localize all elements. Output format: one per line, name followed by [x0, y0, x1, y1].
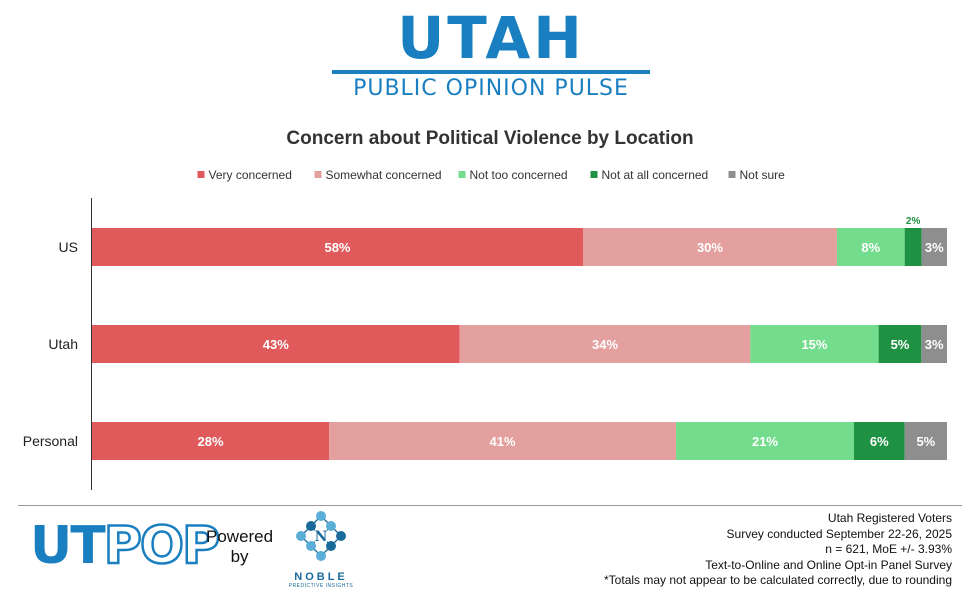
logo-pop: POP — [102, 516, 221, 576]
legend-swatch-not-too-concerned — [458, 171, 466, 178]
legend-swatch-not-at-all-concerned — [590, 171, 598, 178]
bar-personal-not-at-all-concerned — [853, 422, 905, 460]
noble-network-icon: N — [296, 511, 346, 561]
legend-label-not-at-all-concerned: Not at all concerned — [602, 168, 709, 182]
noble-logo: N NOBLE PREDICTIVE INSIGHTS — [284, 508, 358, 590]
data-label-utah-not-sure: 3% — [925, 337, 944, 352]
data-label-us-not-too-concerned: 8% — [861, 240, 880, 255]
data-label-utah-very-concerned: 43% — [263, 337, 289, 352]
logo-ut: UT — [30, 516, 106, 576]
brand-divider — [332, 70, 650, 74]
legend-label-not-sure: Not sure — [740, 168, 786, 182]
legend-label-somewhat-concerned: Somewhat concerned — [326, 168, 442, 182]
legend-label-very-concerned: Very concerned — [209, 168, 292, 182]
category-label-personal: Personal — [23, 433, 78, 449]
category-label-utah: Utah — [48, 336, 78, 352]
data-label-utah-not-too-concerned: 15% — [801, 337, 827, 352]
data-label-personal-not-too-concerned: 21% — [752, 434, 778, 449]
note-line: Survey conducted September 22-26, 2025 — [726, 526, 952, 541]
legend-swatch-somewhat-concerned — [314, 171, 322, 178]
bar-us-not-at-all-concerned — [904, 228, 922, 266]
data-label-personal-very-concerned: 28% — [197, 434, 223, 449]
bar-personal-not-sure — [904, 422, 947, 460]
legend-swatch-very-concerned — [197, 171, 205, 178]
footer-divider — [18, 505, 962, 506]
data-label-us-not-sure: 3% — [925, 240, 944, 255]
category-label-us: US — [59, 239, 78, 255]
chart-title: Concern about Political Violence by Loca… — [286, 128, 694, 149]
legend-swatch-not-sure — [728, 171, 736, 178]
brand-subtitle: PUBLIC OPINION PULSE — [353, 76, 629, 101]
data-label-utah-somewhat-concerned: 34% — [592, 337, 618, 352]
note-line: Text-to-Online and Online Opt-in Panel S… — [705, 557, 952, 572]
note-line: *Totals may not appear to be calculated … — [604, 573, 952, 587]
partner-subtitle: PREDICTIVE INSIGHTS — [288, 583, 354, 589]
utah-pulse-logo: UTAH PUBLIC OPINION PULSE — [330, 8, 652, 104]
legend-label-not-too-concerned: Not too concerned — [470, 168, 568, 182]
data-label-personal-not-at-all-concerned: 6% — [870, 434, 889, 449]
powered-line-2: by — [230, 547, 249, 566]
data-label-personal-not-sure: 5% — [916, 434, 935, 449]
bar-utah-somewhat-concerned — [459, 325, 751, 363]
bar-utah-very-concerned — [92, 325, 460, 363]
stacked-bar-chart: Very concerned Somewhat concerned Not too … — [23, 168, 947, 490]
powered-by-text: Powered by — [206, 527, 273, 567]
bar-personal-very-concerned — [92, 422, 330, 460]
bar-us-not-sure — [921, 228, 947, 266]
powered-line-1: Powered — [206, 527, 274, 546]
bar-personal-not-too-concerned — [676, 422, 854, 460]
bar-us-not-too-concerned — [836, 228, 905, 266]
note-line: Utah Registered Voters — [827, 511, 952, 525]
data-label-us-not-at-all-concerned: 2% — [906, 216, 921, 227]
bar-utah-not-at-all-concerned — [878, 325, 922, 363]
data-label-personal-somewhat-concerned: 41% — [490, 434, 516, 449]
data-label-us-somewhat-concerned: 30% — [697, 240, 723, 255]
bar-us-somewhat-concerned — [582, 228, 837, 266]
bar-personal-somewhat-concerned — [329, 422, 677, 460]
utpop-logo: UTPOP — [30, 516, 221, 576]
note-line: n = 621, MoE +/- 3.93% — [825, 542, 952, 556]
brand-title: UTAH — [397, 4, 585, 72]
data-label-utah-not-at-all-concerned: 5% — [891, 337, 910, 352]
svg-text:N: N — [315, 529, 328, 545]
partner-name: NOBLE — [294, 571, 348, 583]
bar-us-very-concerned — [92, 228, 583, 266]
data-label-us-very-concerned: 58% — [324, 240, 350, 255]
survey-notes: Utah Registered Voters Survey conducted … — [604, 511, 952, 589]
bar-utah-not-too-concerned — [750, 325, 879, 363]
bar-utah-not-sure — [921, 325, 947, 363]
